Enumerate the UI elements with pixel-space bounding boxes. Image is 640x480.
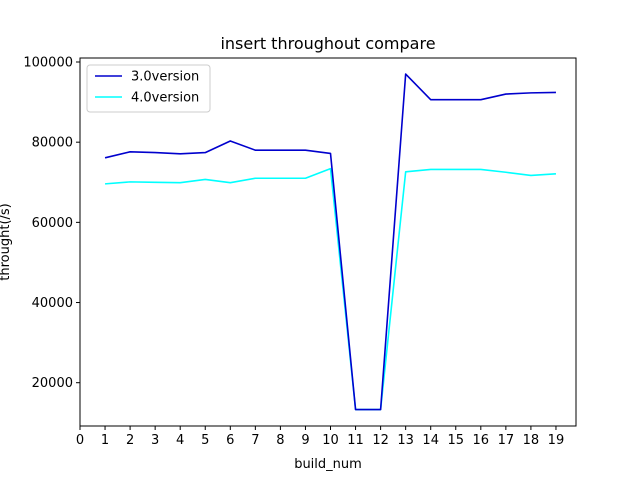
x-tick-label: 16 (473, 433, 490, 448)
y-axis-label: throught(/s) (0, 203, 13, 280)
legend: 3.0version 4.0version (86, 64, 211, 113)
x-tick-label: 2 (126, 433, 134, 448)
series-line-1 (104, 167, 557, 411)
x-tick-label: 1 (101, 433, 109, 448)
x-tick-label: 4 (176, 433, 184, 448)
x-tick-label: 17 (498, 433, 515, 448)
y-tick-label: 80000 (32, 136, 73, 151)
x-tick-label: 14 (422, 433, 439, 448)
x-tick-label: 15 (447, 433, 464, 448)
x-tick-label: 3 (151, 433, 159, 448)
x-tick-label: 11 (347, 433, 364, 448)
x-axis: 0 1 2 3 4 5 6 7 8 9 10 11 12 13 14 15 16 17 18 19 (76, 426, 564, 448)
legend-label-1: 4.0version (131, 91, 199, 106)
y-tick-label: 60000 (32, 216, 73, 231)
x-tick-label: 5 (201, 433, 209, 448)
series-layer (104, 73, 557, 411)
y-axis: 20000 40000 60000 80000 100000 (23, 56, 80, 391)
x-tick-label: 9 (301, 433, 309, 448)
y-tick-label: 100000 (23, 56, 73, 71)
x-tick-label: 10 (322, 433, 339, 448)
y-tick-label: 20000 (32, 376, 73, 391)
plot-frame (79, 57, 577, 427)
y-tick-label: 40000 (32, 296, 73, 311)
x-tick-label: 8 (276, 433, 284, 448)
x-tick-label: 6 (226, 433, 234, 448)
series-line-0 (104, 73, 556, 411)
x-tick-label: 19 (548, 433, 565, 448)
x-tick-label: 12 (372, 433, 389, 448)
x-tick-label: 18 (523, 433, 540, 448)
x-tick-label: 7 (251, 433, 259, 448)
x-axis-label: build_num (294, 457, 362, 472)
legend-label-0: 3.0version (131, 70, 199, 85)
chart-title: insert throughout compare (220, 34, 435, 53)
x-tick-label: 13 (397, 433, 414, 448)
x-tick-label: 0 (76, 433, 84, 448)
